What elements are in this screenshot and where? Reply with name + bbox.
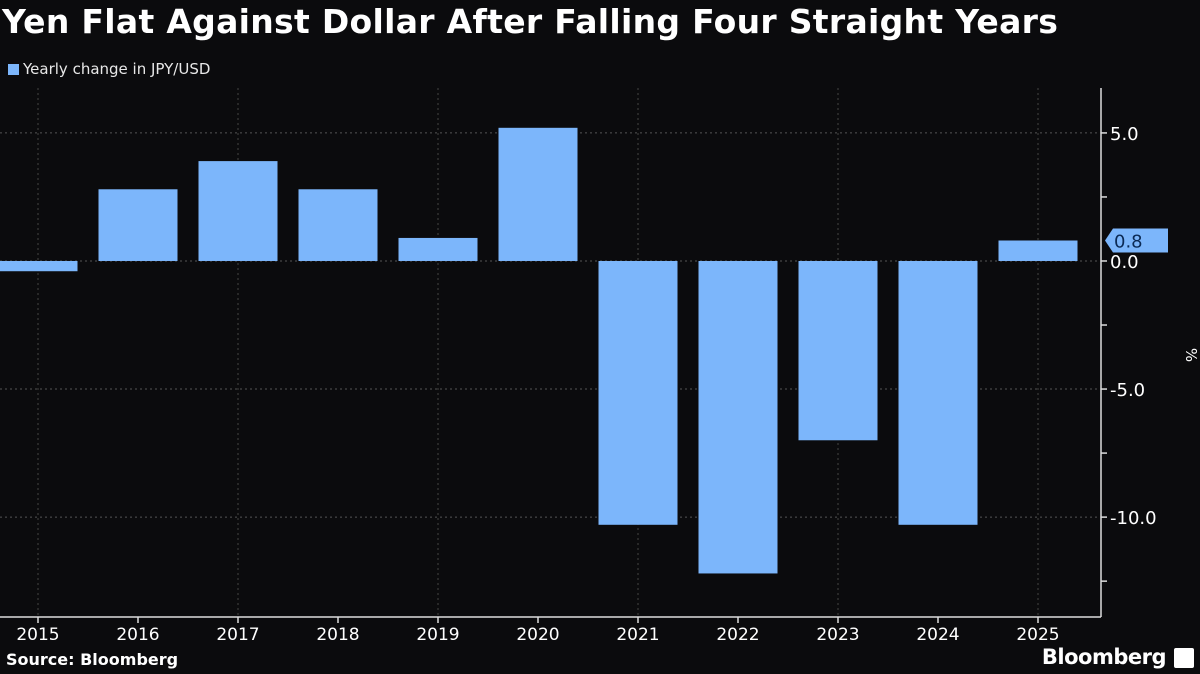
x-tick-label: 2015	[16, 625, 59, 645]
x-tick-label: 2023	[816, 625, 859, 645]
bloomberg-logo: Bloomberg	[1041, 645, 1167, 669]
last-value-label: 0.8	[1114, 232, 1143, 253]
bar-2019	[398, 237, 478, 261]
x-tick-label: 2024	[916, 625, 959, 645]
x-tick-label: 2019	[416, 625, 459, 645]
y-tick-label: -5.0	[1110, 380, 1145, 401]
bar-2025	[998, 240, 1078, 261]
x-tick-label: 2017	[216, 625, 259, 645]
bar-2015	[0, 260, 78, 272]
legend-label: Yearly change in JPY/USD	[23, 60, 211, 78]
source-note: Source: Bloomberg	[6, 650, 179, 669]
x-tick-label: 2021	[616, 625, 659, 645]
chart-title: Yen Flat Against Dollar After Falling Fo…	[2, 2, 1059, 41]
bar-2020	[498, 127, 578, 261]
bar-2023	[798, 260, 878, 441]
y-axis-label: %	[1182, 348, 1200, 362]
x-tick-label: 2016	[116, 625, 159, 645]
y-tick-label: 5.0	[1110, 124, 1139, 145]
bar-2022	[698, 260, 778, 574]
legend-swatch	[8, 63, 19, 75]
y-tick-label: 0.0	[1110, 252, 1139, 273]
x-tick-label: 2022	[716, 625, 759, 645]
bar-2021	[598, 260, 678, 525]
bar-2024	[898, 260, 978, 525]
x-tick-label: 2018	[316, 625, 359, 645]
bloomberg-chart-icon	[1174, 648, 1194, 668]
x-tick-label: 2020	[516, 625, 559, 645]
x-tick-label: 2025	[1016, 625, 1059, 645]
last-value-tag	[1105, 228, 1168, 253]
bar-2017	[198, 161, 278, 261]
legend: Yearly change in JPY/USD	[8, 60, 210, 78]
bar-2016	[98, 189, 178, 261]
y-tick-label: -10.0	[1110, 508, 1157, 529]
bar-2018	[298, 189, 378, 261]
